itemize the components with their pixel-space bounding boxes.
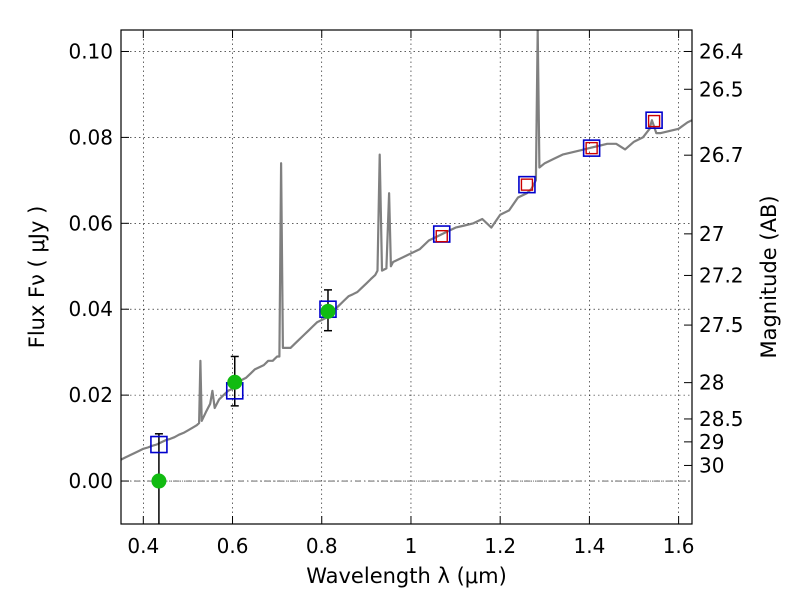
x-axis-label: Wavelength λ (μm) bbox=[306, 564, 507, 588]
model-point bbox=[150, 435, 168, 454]
spectrum-line bbox=[121, 30, 692, 461]
mag-tick-label: 27.2 bbox=[699, 263, 744, 287]
x-tick-label: 1.4 bbox=[573, 534, 605, 558]
observed-point bbox=[227, 374, 243, 390]
y-tick-label: 0.06 bbox=[68, 211, 113, 235]
mag-tick-label: 30 bbox=[699, 453, 724, 477]
mag-tick-label: 26.4 bbox=[699, 39, 744, 63]
mag-tick-label: 26.5 bbox=[699, 77, 744, 101]
x-tick-label: 0.6 bbox=[217, 534, 249, 558]
mag-tick-label: 27 bbox=[699, 222, 724, 246]
model-interp-point bbox=[647, 114, 661, 128]
grid-lines bbox=[121, 30, 692, 524]
model-point bbox=[582, 139, 601, 157]
y2-axis-label: Magnitude (AB) bbox=[757, 195, 781, 358]
model-interp-point bbox=[585, 141, 598, 155]
y-tick-label: 0.02 bbox=[68, 383, 113, 407]
x-tick-label: 1.2 bbox=[484, 534, 516, 558]
model-interp-point bbox=[520, 178, 534, 191]
observed-point bbox=[320, 303, 336, 319]
y-tick-label: 0.08 bbox=[68, 125, 113, 149]
mag-tick-label: 29 bbox=[699, 430, 724, 454]
axis-ticks: 0.4 0.6 0.8 1 1.2 1.4 1.6 0.00 0.02 0.04 0.06 0.08 0… bbox=[68, 30, 744, 558]
observed-point bbox=[151, 473, 167, 489]
x-tick-label: 0.4 bbox=[127, 534, 159, 558]
mag-tick-label: 28.5 bbox=[699, 407, 744, 431]
plot-series bbox=[121, 30, 692, 524]
mag-tick-label: 27.5 bbox=[699, 313, 744, 337]
mag-tick-label: 26.7 bbox=[699, 143, 744, 167]
y-tick-label: 0.10 bbox=[68, 39, 113, 63]
plot-frame bbox=[120, 29, 693, 525]
y-tick-label: 0.00 bbox=[68, 469, 113, 493]
x-tick-label: 1.6 bbox=[663, 534, 695, 558]
mag-tick-label: 28 bbox=[699, 371, 724, 395]
y-axis-label: Flux Fν ( μJy ) bbox=[25, 206, 49, 349]
y-tick-label: 0.04 bbox=[68, 297, 113, 321]
x-tick-label: 0.8 bbox=[306, 534, 338, 558]
model-point bbox=[518, 175, 536, 194]
model-interp-point bbox=[435, 229, 448, 243]
x-tick-label: 1 bbox=[405, 534, 418, 558]
model-point bbox=[645, 111, 663, 130]
